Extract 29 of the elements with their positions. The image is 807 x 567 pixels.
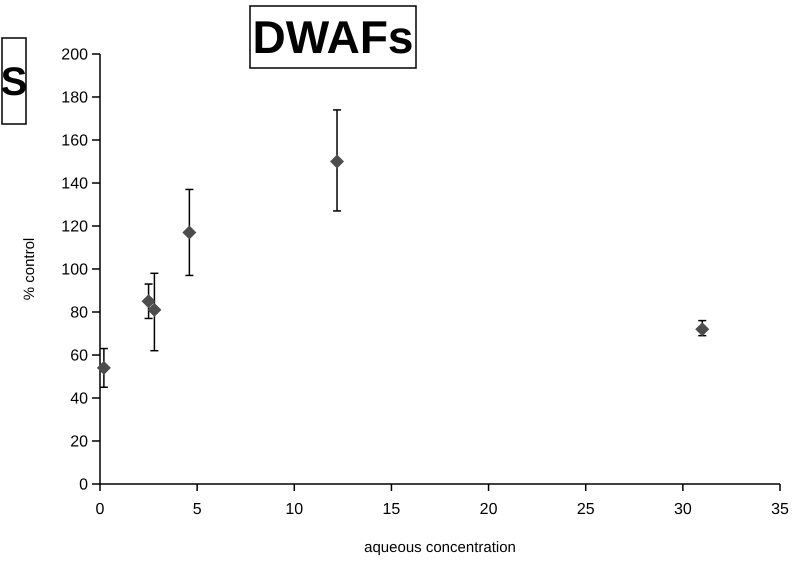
- y-tick-label: 120: [61, 218, 88, 236]
- chart-title: DWAFs: [252, 11, 414, 64]
- point: [96, 360, 111, 375]
- text: S: [0, 60, 28, 104]
- x-tick-label: 25: [576, 501, 595, 518]
- point: [330, 154, 344, 168]
- y-tick-label: 0: [79, 476, 88, 494]
- y-tick-label: 60: [70, 348, 88, 365]
- y-tick-label: 80: [70, 304, 88, 322]
- x-tick-label: 30: [674, 501, 692, 518]
- x-tick-label: 10: [285, 501, 304, 518]
- point: [182, 225, 196, 240]
- y-tick-label: 100: [61, 262, 88, 279]
- y-tick-label: 160: [61, 132, 88, 150]
- x-tick-label: 0: [96, 501, 105, 518]
- point: [147, 302, 162, 317]
- x-axis-title: aqueous concentration: [364, 539, 516, 556]
- y-tick-label: 20: [70, 434, 88, 451]
- point: [142, 294, 156, 308]
- y-tick-label: 140: [61, 176, 88, 193]
- y-tick-label: 40: [70, 390, 88, 408]
- x-tick-label: 35: [771, 501, 789, 518]
- y-tick-label: 180: [61, 90, 88, 107]
- y-axis-title: % control: [21, 238, 38, 300]
- y-tick-label: 200: [61, 46, 88, 64]
- point: [695, 322, 710, 336]
- x-tick-label: 15: [382, 501, 400, 518]
- x-tick-label: 20: [480, 501, 498, 518]
- x-tick-label: 5: [192, 501, 202, 518]
